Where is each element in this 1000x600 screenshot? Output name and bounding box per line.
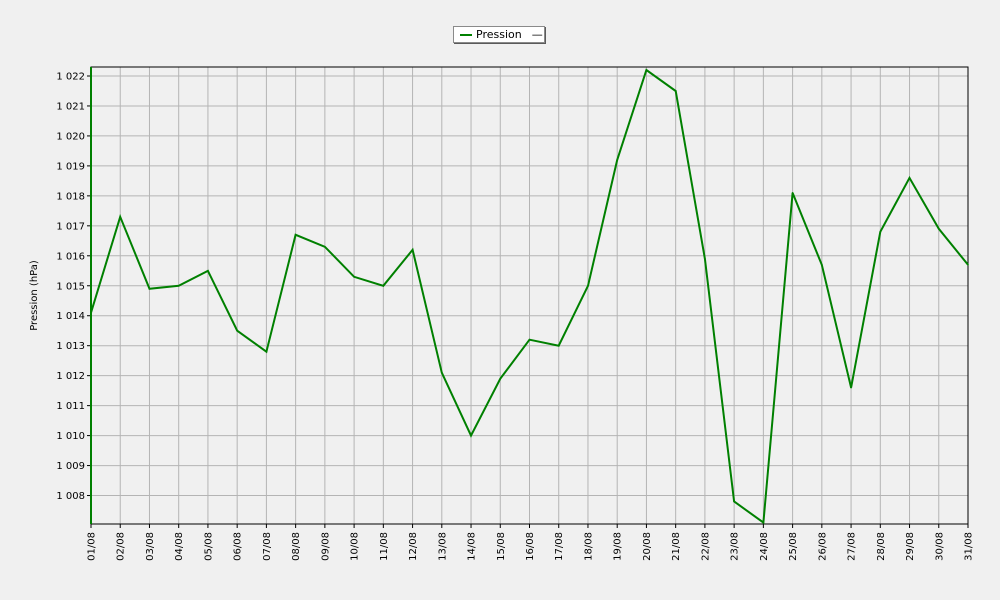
x-tick-label: 03/08 bbox=[145, 532, 156, 561]
data-point bbox=[762, 521, 765, 524]
y-tick-label: 1 013 bbox=[56, 341, 85, 352]
y-tick-label: 1 019 bbox=[56, 161, 85, 172]
x-tick-label: 04/08 bbox=[174, 532, 185, 561]
x-tick-label: 19/08 bbox=[613, 532, 624, 561]
data-point bbox=[177, 284, 180, 287]
x-tick-label: 25/08 bbox=[788, 532, 799, 561]
legend-extra-mark: — bbox=[531, 28, 543, 41]
x-tick-label: 14/08 bbox=[467, 532, 478, 561]
data-point bbox=[879, 231, 882, 233]
y-tick-label: 1 012 bbox=[56, 371, 85, 382]
x-tick-label: 10/08 bbox=[350, 532, 361, 561]
x-tick-label: 18/08 bbox=[583, 532, 594, 561]
data-point bbox=[441, 371, 443, 374]
x-tick-label: 13/08 bbox=[437, 532, 448, 561]
x-tick-label: 02/08 bbox=[116, 532, 127, 561]
data-point bbox=[353, 275, 355, 278]
data-point bbox=[90, 311, 92, 314]
data-point bbox=[528, 338, 531, 341]
x-tick-label: 05/08 bbox=[203, 532, 214, 561]
x-tick-label: 23/08 bbox=[730, 532, 741, 561]
x-tick-label: 22/08 bbox=[700, 532, 711, 561]
data-point bbox=[265, 350, 268, 353]
x-tick-label: 21/08 bbox=[671, 532, 682, 561]
y-tick-label: 1 011 bbox=[56, 401, 85, 412]
data-point bbox=[821, 263, 823, 266]
y-tick-label: 1 014 bbox=[56, 311, 85, 322]
data-point bbox=[704, 257, 706, 260]
x-tick-label: 15/08 bbox=[496, 532, 507, 561]
legend-swatch-pression bbox=[460, 33, 472, 36]
x-tick-label: 07/08 bbox=[262, 532, 273, 561]
y-tick-label: 1 021 bbox=[56, 101, 85, 112]
y-tick-label: 1 020 bbox=[56, 131, 85, 142]
data-point bbox=[616, 159, 618, 161]
x-tick-label: 31/08 bbox=[964, 532, 975, 561]
x-tick-label: 06/08 bbox=[233, 532, 244, 561]
x-tick-label: 17/08 bbox=[554, 532, 565, 561]
tick-labels: 1 008 1 009 1 010 1 011 1 012 1 013 1 014 1 015… bbox=[56, 71, 974, 560]
x-tick-label: 27/08 bbox=[847, 532, 858, 561]
grid-lines bbox=[90, 67, 969, 524]
data-point bbox=[411, 249, 414, 251]
data-point bbox=[557, 344, 560, 347]
data-point bbox=[791, 192, 794, 194]
x-tick-label: 29/08 bbox=[905, 532, 916, 561]
data-point bbox=[148, 287, 151, 290]
axes bbox=[87, 66, 969, 528]
data-point bbox=[733, 500, 735, 503]
x-tick-label: 11/08 bbox=[379, 532, 390, 561]
y-tick-label: 1 008 bbox=[56, 491, 85, 502]
data-point bbox=[908, 177, 911, 179]
y-tick-label: 1 010 bbox=[56, 431, 85, 442]
x-tick-label: 24/08 bbox=[759, 532, 770, 561]
data-point bbox=[324, 246, 326, 248]
x-tick-label: 20/08 bbox=[642, 532, 653, 561]
data-point bbox=[937, 228, 940, 230]
x-tick-label: 01/08 bbox=[87, 532, 98, 561]
legend-label-pression: Pression bbox=[476, 28, 522, 41]
y-tick-label: 1 016 bbox=[56, 251, 85, 262]
data-point bbox=[382, 284, 385, 287]
x-tick-label: 28/08 bbox=[876, 532, 887, 561]
y-tick-label: 1 018 bbox=[56, 191, 85, 202]
data-point bbox=[119, 216, 122, 218]
legend: Pression — bbox=[453, 26, 545, 43]
data-point bbox=[645, 69, 648, 71]
x-tick-label: 26/08 bbox=[817, 532, 828, 561]
data-point bbox=[967, 263, 969, 266]
y-tick-label: 1 009 bbox=[56, 461, 85, 472]
x-tick-label: 16/08 bbox=[525, 532, 536, 561]
x-tick-label: 12/08 bbox=[408, 532, 419, 561]
y-axis-label: Pression (hPa) bbox=[29, 260, 40, 331]
data-point bbox=[470, 434, 472, 437]
y-tick-label: 1 022 bbox=[56, 71, 85, 82]
y-tick-label: 1 015 bbox=[56, 281, 85, 292]
data-point bbox=[850, 386, 852, 389]
x-tick-label: 30/08 bbox=[934, 532, 945, 561]
data-point bbox=[294, 234, 297, 236]
data-point bbox=[674, 90, 677, 92]
y-tick-label: 1 017 bbox=[56, 221, 85, 232]
data-point bbox=[236, 329, 238, 332]
x-tick-label: 08/08 bbox=[291, 532, 302, 561]
series-layer bbox=[90, 68, 969, 525]
x-tick-label: 09/08 bbox=[320, 532, 331, 561]
data-point bbox=[499, 377, 502, 380]
data-point bbox=[207, 269, 209, 272]
data-point bbox=[587, 284, 589, 287]
